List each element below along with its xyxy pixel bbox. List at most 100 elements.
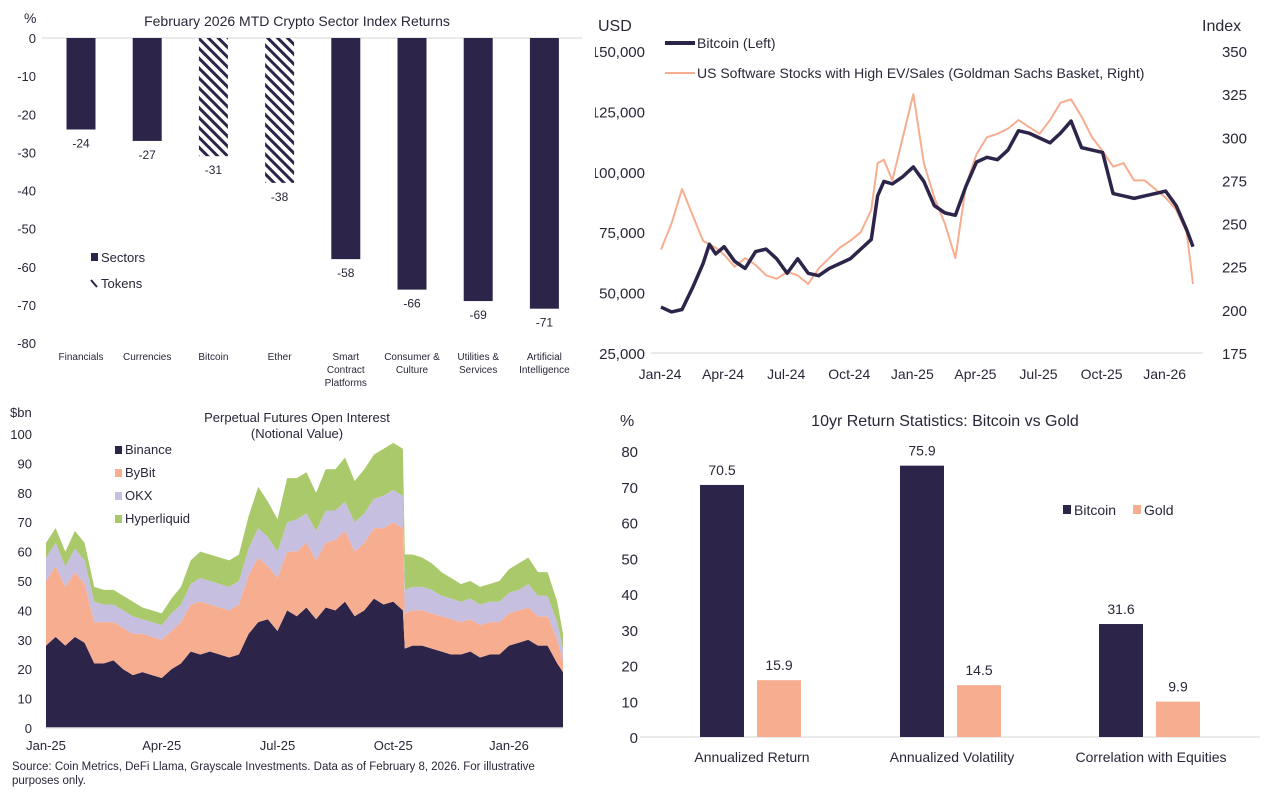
x-tick-label: Platforms xyxy=(325,378,367,389)
y-tick-label: 70 xyxy=(18,515,32,530)
bar-gold xyxy=(957,685,1001,737)
legend-label-bitcoin: Bitcoin (Left) xyxy=(697,35,776,51)
legend-swatch-hyperliquid xyxy=(115,515,122,523)
area-okx xyxy=(46,489,563,661)
y-left-tick-label: 150,000 xyxy=(595,44,645,61)
x-tick-label: Oct-24 xyxy=(828,366,870,382)
y-tick-label: 100 xyxy=(10,427,32,442)
data-label: 14.5 xyxy=(965,662,992,678)
bar xyxy=(529,38,559,309)
y-tick-label: 30 xyxy=(18,633,32,648)
y-tick-label: 0 xyxy=(25,721,32,736)
area-hyperliquid xyxy=(46,442,563,649)
legend: Sectors Tokens xyxy=(90,250,146,291)
legend-swatch-bybit xyxy=(115,469,122,477)
legend: Binance ByBit OKX Hyperliquid xyxy=(115,442,190,526)
x-tick-label: Jan-25 xyxy=(891,366,934,382)
data-label: -27 xyxy=(139,148,157,162)
y-tick-label: 70 xyxy=(621,480,638,497)
bar xyxy=(265,38,295,183)
y-tick-label: -10 xyxy=(17,69,36,84)
x-tick-label: Jul-25 xyxy=(1019,366,1057,382)
x-tick-label: Bitcoin xyxy=(198,352,228,363)
legend-swatch-okx xyxy=(115,492,122,500)
x-tick-label: Apr-25 xyxy=(954,366,996,382)
bar xyxy=(397,38,427,290)
y-tick-label: 60 xyxy=(621,516,638,533)
y-left-tick-label: 25,000 xyxy=(599,346,645,363)
btc-vs-software-chart: USD Index 25,000 50,000 75,000 100,000 125,0… xyxy=(595,18,1247,382)
legend-swatch-bitcoin xyxy=(1063,505,1071,514)
x-tick-label: Currencies xyxy=(123,352,171,363)
legend-swatch-binance xyxy=(115,446,122,454)
y-axis-label: % xyxy=(620,413,634,430)
bar xyxy=(331,38,361,260)
y-left-tick-label: 75,000 xyxy=(599,225,645,242)
left-axis-label: USD xyxy=(598,18,632,35)
data-label: -58 xyxy=(337,266,355,280)
btc-vs-gold-chart: 10yr Return Statistics: Bitcoin vs Gold … xyxy=(620,413,1260,765)
y-tick-label: 0 xyxy=(29,31,36,46)
data-label: -71 xyxy=(536,316,554,330)
legend: Bitcoin (Left) US Software Stocks with H… xyxy=(665,35,1144,81)
x-tick-label: Intelligence xyxy=(519,365,570,376)
y-tick-label: -80 xyxy=(17,336,36,351)
data-label: 9.9 xyxy=(1168,679,1188,695)
y-tick-label: 50 xyxy=(18,574,32,589)
bar xyxy=(198,38,228,157)
bar-bitcoin xyxy=(1099,624,1143,737)
y-left-tick-label: 125,000 xyxy=(595,104,645,121)
legend-label-gold: Gold xyxy=(1144,502,1174,518)
x-tick-label: Jul-25 xyxy=(260,738,295,753)
x-tick-label: Annualized Return xyxy=(694,749,809,765)
bar-gold xyxy=(757,680,801,737)
y-tick-label: -40 xyxy=(17,184,36,199)
legend-label-bitcoin: Bitcoin xyxy=(1074,502,1116,518)
legend-swatch-sectors xyxy=(91,253,98,261)
series-line-bitcoin xyxy=(660,119,1195,314)
x-tick-label: Apr-25 xyxy=(142,738,181,753)
data-label: -38 xyxy=(271,190,289,204)
legend-label-sectors: Sectors xyxy=(101,250,146,265)
x-tick-label: Oct-25 xyxy=(1081,366,1123,382)
x-tick-label: Ether xyxy=(268,352,293,363)
x-tick-label: Jan-26 xyxy=(489,738,529,753)
legend-swatch-gold xyxy=(1133,505,1141,514)
x-tick-label: Consumer & xyxy=(384,352,440,363)
legend-label-software: US Software Stocks with High EV/Sales (G… xyxy=(697,65,1144,81)
x-tick-label: Apr-24 xyxy=(702,366,744,382)
y-tick-label: 0 xyxy=(630,730,638,747)
data-label: 75.9 xyxy=(908,443,935,459)
bar xyxy=(463,38,493,302)
y-right-tick-label: 325 xyxy=(1222,87,1247,104)
y-tick-label: 50 xyxy=(621,551,638,568)
y-tick-label: 40 xyxy=(621,587,638,604)
x-tick-label: Jan-26 xyxy=(1143,366,1186,382)
data-label: -31 xyxy=(205,163,223,177)
legend-label-okx: OKX xyxy=(125,488,153,503)
data-label: -69 xyxy=(470,308,488,322)
y-tick-label: 20 xyxy=(18,662,32,677)
y-right-tick-label: 300 xyxy=(1222,130,1247,147)
x-tick-label: Smart xyxy=(332,352,359,363)
y-axis-label: % xyxy=(24,10,36,26)
x-tick-label: Artificial xyxy=(527,352,562,363)
legend: Bitcoin Gold xyxy=(1063,502,1174,518)
x-tick-label: Jan-24 xyxy=(639,366,682,382)
data-label: -66 xyxy=(403,297,421,311)
bar-bitcoin xyxy=(700,484,744,737)
y-right-tick-label: 175 xyxy=(1222,346,1247,363)
legend-swatch-tokens xyxy=(90,279,98,288)
source-note: Source: Coin Metrics, DeFi Llama, Graysc… xyxy=(12,761,535,787)
x-tick-label: Annualized Volatility xyxy=(890,749,1015,765)
x-tick-label: Financials xyxy=(58,352,103,363)
sector-returns-chart: February 2026 MTD Crypto Sector Index Re… xyxy=(17,10,582,389)
y-right-tick-label: 250 xyxy=(1222,217,1247,234)
y-tick-label: 10 xyxy=(621,694,638,711)
y-right-tick-label: 350 xyxy=(1222,44,1247,61)
y-tick-label: 30 xyxy=(621,623,638,640)
y-left-tick-label: 100,000 xyxy=(595,165,645,182)
bar xyxy=(66,38,96,130)
right-axis-label: Index xyxy=(1202,18,1241,35)
y-tick-label: 60 xyxy=(18,545,32,560)
